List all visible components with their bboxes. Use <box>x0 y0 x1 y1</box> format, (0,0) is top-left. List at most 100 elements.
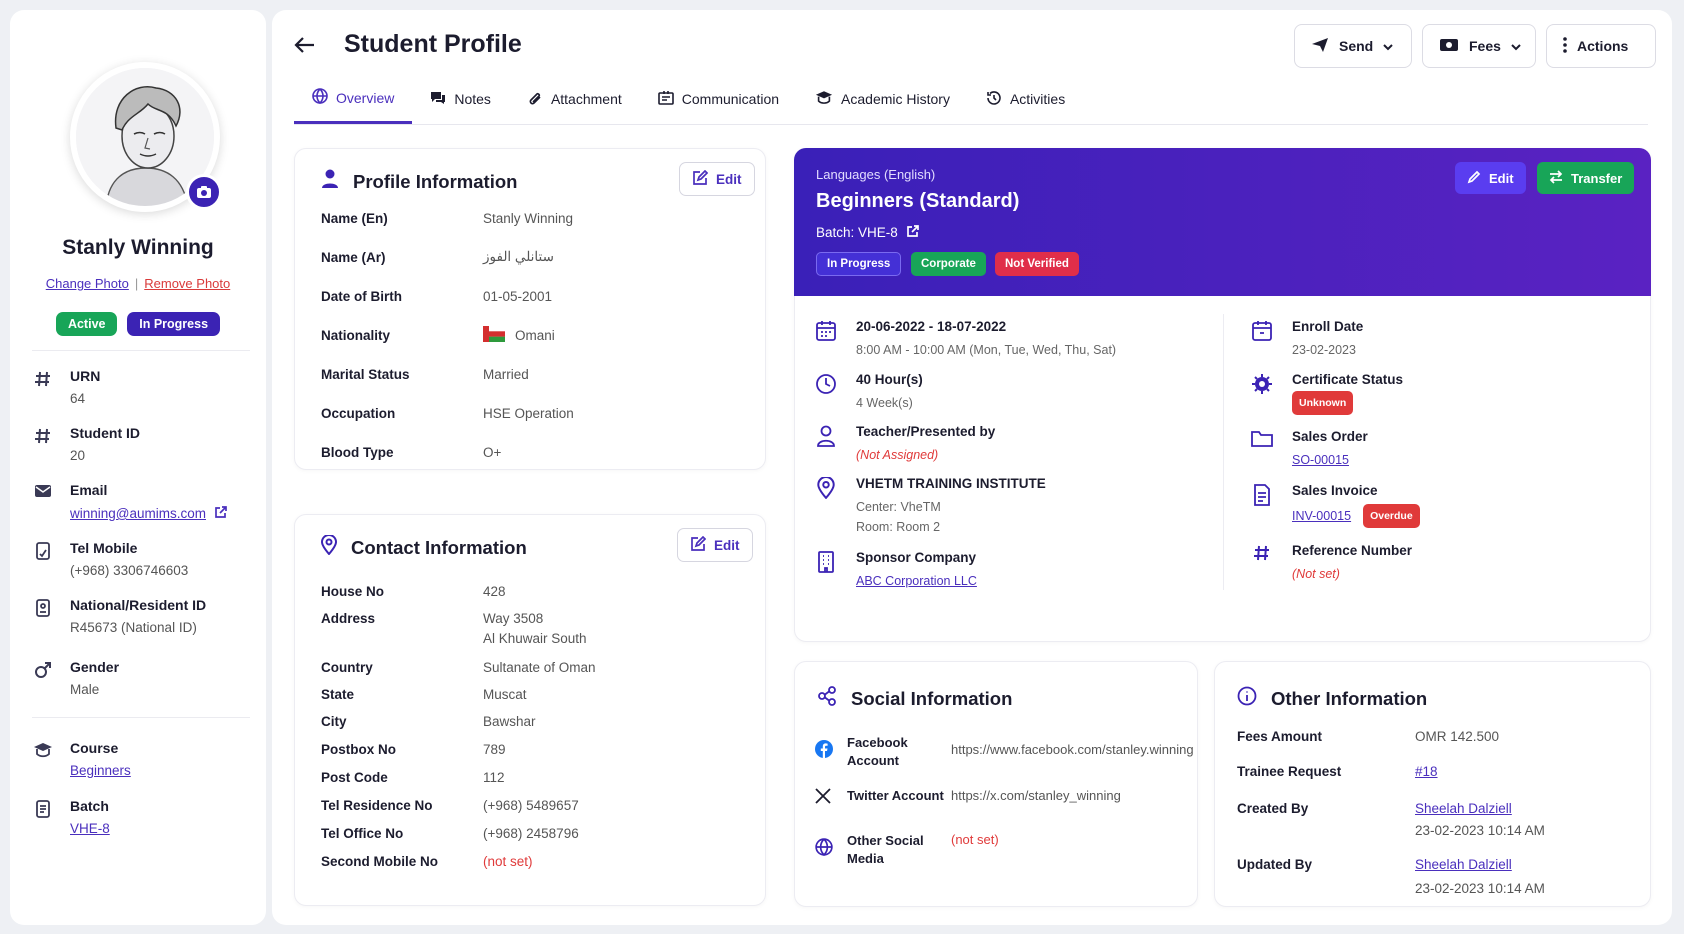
field-value: 789 <box>483 742 506 757</box>
other-social-label: Other Social Media <box>847 833 924 866</box>
sales-invoice-link[interactable]: INV-00015 <box>1292 509 1352 523</box>
center-value: Center: VheTM <box>856 500 941 514</box>
tab-academic-history[interactable]: Academic History <box>797 78 968 124</box>
trainee-request-link[interactable]: #18 <box>1415 764 1438 779</box>
tab-overview[interactable]: Overview <box>294 78 413 124</box>
globe-icon <box>312 88 328 107</box>
oman-flag-icon <box>483 326 505 345</box>
tab-communication[interactable]: Communication <box>640 78 797 124</box>
contact-edit-button[interactable]: Edit <box>677 528 753 562</box>
divider <box>32 717 250 718</box>
id-card-icon <box>32 597 54 635</box>
fees-label: Fees <box>1469 38 1501 54</box>
field-label: Created By <box>1237 801 1309 816</box>
batch-label: Batch <box>70 798 109 814</box>
sales-order-label: Sales Order <box>1292 429 1368 444</box>
field-label: Name (En) <box>321 211 388 226</box>
tab-activities[interactable]: Activities <box>968 78 1083 124</box>
field-label: City <box>321 714 347 729</box>
created-by-link[interactable]: Sheelah Dalziell <box>1415 801 1512 816</box>
course-edit-button[interactable]: Edit <box>1455 162 1526 194</box>
reference-value: (Not set) <box>1292 567 1340 581</box>
profile-info-title: Profile Information <box>353 170 518 192</box>
field-label: Tel Office No <box>321 826 404 841</box>
facebook-value: https://www.facebook.com/stanley.winning <box>951 742 1194 757</box>
fees-button[interactable]: Fees <box>1422 24 1536 68</box>
history-icon <box>986 90 1002 109</box>
email-link[interactable]: winning@aumims.com <box>70 506 206 521</box>
external-link-icon[interactable] <box>214 505 228 522</box>
calendar-icon <box>1250 319 1274 360</box>
facebook-label: Facebook Account <box>847 735 908 768</box>
remove-photo-link[interactable]: Remove Photo <box>144 276 231 291</box>
field-label: Second Mobile No <box>321 854 439 869</box>
graduation-cap-icon <box>815 90 833 108</box>
pencil-icon <box>1467 170 1481 187</box>
page-title: Student Profile <box>344 30 522 58</box>
twitter-label: Twitter Account <box>847 788 944 803</box>
hash-icon <box>1250 543 1274 584</box>
field-label: Trainee Request <box>1237 764 1342 779</box>
course-divider <box>1223 314 1224 590</box>
send-icon <box>1311 37 1329 56</box>
facebook-icon <box>815 740 835 761</box>
field-value: Stanly Winning <box>483 211 574 226</box>
tab-notes[interactable]: Notes <box>412 78 509 124</box>
tab-attachment[interactable]: Attachment <box>509 78 640 124</box>
change-photo-link[interactable]: Change Photo <box>45 276 129 291</box>
send-button[interactable]: Send <box>1294 24 1412 68</box>
field-value: 01-05-2001 <box>483 289 553 304</box>
national-id-value: R45673 (National ID) <box>70 620 197 635</box>
certificate-label: Certificate Status <box>1292 372 1404 387</box>
room-value: Room: Room 2 <box>856 520 941 534</box>
chevron-down-icon <box>1383 38 1393 54</box>
field-label: Occupation <box>321 406 396 421</box>
invoice-icon <box>1250 483 1274 528</box>
sponsor-link[interactable]: ABC Corporation LLC <box>856 574 977 588</box>
camera-icon[interactable] <box>186 174 222 210</box>
social-row-other: Other Social Media (not set) <box>815 832 999 868</box>
edit-icon <box>690 535 707 555</box>
course-item: Course Beginners <box>32 740 131 778</box>
back-arrow-icon[interactable] <box>294 36 316 57</box>
sales-order-link[interactable]: SO-00015 <box>1292 453 1349 467</box>
field-label: Post Code <box>321 770 388 785</box>
clock-icon <box>814 372 838 413</box>
field-label: Tel Residence No <box>321 798 433 813</box>
overdue-badge: Overdue <box>1363 504 1420 528</box>
info-icon <box>1237 686 1257 711</box>
gender-label: Gender <box>70 659 120 675</box>
field-value: Omani <box>515 328 555 343</box>
transfer-label: Transfer <box>1571 170 1623 186</box>
field-label: Nationality <box>321 328 391 343</box>
field-value: O+ <box>483 445 502 460</box>
course-name: Beginners (Standard) <box>816 190 1020 212</box>
national-id-label: National/Resident ID <box>70 597 207 613</box>
batch-link[interactable]: VHE-8 <box>70 821 110 836</box>
field-value: Married <box>483 367 529 382</box>
paperclip-icon <box>527 90 543 109</box>
external-link-icon[interactable] <box>906 224 920 241</box>
main-panel: Student Profile Send Fees Actions Overvi… <box>272 10 1672 925</box>
student-name: Stanly Winning <box>62 236 214 259</box>
field-value: Way 3508 <box>483 611 544 626</box>
gender-item: Gender Male <box>32 659 119 697</box>
profile-edit-button[interactable]: Edit <box>679 162 755 196</box>
status-badge-corporate: Corporate <box>911 252 986 276</box>
enroll-date-value: 23-02-2023 <box>1292 343 1356 357</box>
field-label: Address <box>321 611 376 626</box>
field-value: ستانلي الفوز <box>483 249 554 264</box>
transfer-button[interactable]: Transfer <box>1537 162 1635 194</box>
other-info-card: Other Information Fees Amount OMR 142.500… <box>1214 661 1651 907</box>
status-badge-in-progress: In Progress <box>816 252 902 276</box>
urn-label: URN <box>70 368 101 384</box>
actions-button[interactable]: Actions <box>1546 24 1656 68</box>
contact-info-card: Contact Information Edit House No 428 Add… <box>294 514 766 906</box>
profile-info-card: Profile Information Edit Name (En) Stanly… <box>294 148 766 470</box>
updated-by-link[interactable]: Sheelah Dalziell <box>1415 857 1512 872</box>
student-id-value: 20 <box>70 448 86 463</box>
course-date-range: 20-06-2022 - 18-07-2022 <box>856 319 1007 334</box>
course-link[interactable]: Beginners <box>70 763 131 778</box>
contact-info-title: Contact Information <box>351 536 527 558</box>
course-label: Course <box>70 740 119 756</box>
